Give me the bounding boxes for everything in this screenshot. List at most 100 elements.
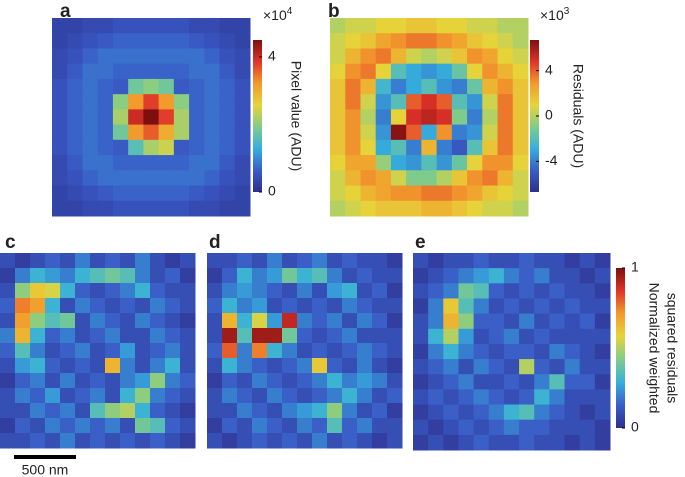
- heatmap-cell: [375, 139, 392, 156]
- heatmap-cell: [473, 328, 490, 345]
- heatmap-cell: [473, 419, 490, 436]
- heatmap-cell: [549, 253, 566, 269]
- heatmap-cell: [234, 200, 251, 217]
- heatmap-cell: [428, 419, 444, 436]
- heatmap-cell: [252, 268, 268, 284]
- heatmap-cell: [97, 185, 114, 202]
- heatmap-cell: [312, 373, 328, 389]
- heatmap-cell: [90, 388, 106, 404]
- heatmap-cell: [564, 283, 581, 299]
- heatmap-cell: [267, 298, 283, 314]
- heatmap-cell: [451, 139, 468, 156]
- heatmap-cell: [90, 343, 106, 359]
- heatmap-cell: [60, 433, 76, 449]
- heatmap-cell: [105, 283, 121, 299]
- heatmap-cell: [105, 388, 121, 404]
- heatmap-cell: [312, 418, 328, 434]
- heatmap-cell: [488, 268, 505, 284]
- heatmap-cell: [30, 328, 46, 344]
- heatmap-cell: [234, 185, 251, 202]
- heatmap-cell: [158, 63, 175, 80]
- heatmap-cell: [120, 268, 136, 284]
- heatmap-cell: [82, 155, 99, 171]
- heatmap-cell: [52, 200, 68, 217]
- heatmap-cell: [207, 403, 223, 419]
- heatmap-cell: [360, 109, 377, 126]
- heatmap-cell: [15, 253, 31, 269]
- heatmap-cell: [207, 268, 223, 284]
- heatmap-cell: [120, 343, 136, 359]
- heatmap-cell: [482, 200, 499, 217]
- heatmap-cell: [173, 94, 190, 110]
- heatmap-cell: [519, 283, 535, 299]
- heatmap-cell: [90, 268, 106, 284]
- heatmap-cell: [497, 78, 514, 95]
- colorbar-label: Residuals (ADU): [570, 64, 586, 168]
- heatmap-cell: [372, 253, 388, 269]
- heatmap-cell: [15, 373, 31, 389]
- heatmap-cell: [512, 155, 529, 171]
- heatmap-cell: [282, 343, 298, 359]
- heatmap-cell: [135, 433, 151, 449]
- heatmap-cell: [482, 170, 499, 187]
- heatmap-cell: [390, 109, 407, 126]
- heatmap-cell: [97, 33, 114, 49]
- heatmap-cell: [222, 313, 238, 329]
- heatmap-cell: [143, 139, 160, 156]
- heatmap-cell: [503, 419, 520, 436]
- heatmap-cell: [150, 388, 166, 404]
- heatmap-cell: [45, 433, 61, 449]
- heatmap-cell: [330, 18, 346, 34]
- heatmap-cell: [82, 33, 99, 49]
- heatmap-cell: [428, 268, 444, 284]
- heatmap-cell: [52, 155, 68, 171]
- heatmap-cell: [579, 434, 596, 451]
- heatmap-cell: [173, 18, 190, 34]
- heatmap-cell: [150, 328, 166, 344]
- heatmap-cell: [82, 139, 99, 156]
- heatmap-cell: [189, 155, 205, 171]
- heatmap-cell: [436, 155, 453, 171]
- heatmap-cell: [158, 109, 175, 126]
- heatmap-cell: [458, 374, 475, 390]
- heatmap-cell: [173, 124, 190, 141]
- heatmap-cell: [534, 268, 550, 284]
- heatmap-cell: [82, 124, 99, 141]
- heatmap-cell: [467, 33, 483, 49]
- heatmap-cell: [237, 433, 253, 449]
- heatmap-cell: [150, 403, 166, 419]
- heatmap-cell: [594, 404, 611, 421]
- heatmap-cell: [15, 313, 31, 329]
- heatmap-cell: [579, 404, 596, 421]
- heatmap-cell: [67, 185, 83, 202]
- heatmap-cell: [67, 109, 83, 126]
- heatmap-cell: [282, 298, 298, 314]
- heatmap-cell: [173, 185, 190, 202]
- colorbar: [253, 40, 262, 192]
- heatmap-cell: [564, 253, 581, 269]
- heatmap-cell: [519, 389, 535, 406]
- heatmap-cell: [357, 313, 373, 329]
- heatmap-cell: [15, 433, 31, 449]
- heatmap-cell: [473, 434, 490, 451]
- heatmap-cell: [30, 403, 46, 419]
- heatmap-cell: [579, 283, 596, 299]
- heatmap-cell: [375, 109, 392, 126]
- heatmap-cell: [443, 419, 459, 436]
- heatmap-cell: [375, 124, 392, 141]
- heatmap-cell: [503, 268, 520, 284]
- heatmap-cell: [67, 48, 83, 65]
- heatmap-cell: [421, 139, 438, 156]
- heatmap-cell: [128, 170, 144, 187]
- heatmap-cell: [497, 33, 514, 49]
- heatmap-cell: [105, 328, 121, 344]
- heatmap-cell: [473, 359, 490, 375]
- heatmap-cell: [67, 94, 83, 110]
- heatmap-cell: [428, 298, 444, 315]
- heatmap-cell: [579, 298, 596, 315]
- heatmap-cell: [52, 139, 68, 156]
- heatmap-cell: [467, 139, 483, 156]
- heatmap-cell: [387, 253, 403, 269]
- heatmap-cell: [345, 78, 361, 95]
- heatmap-cell: [360, 33, 377, 49]
